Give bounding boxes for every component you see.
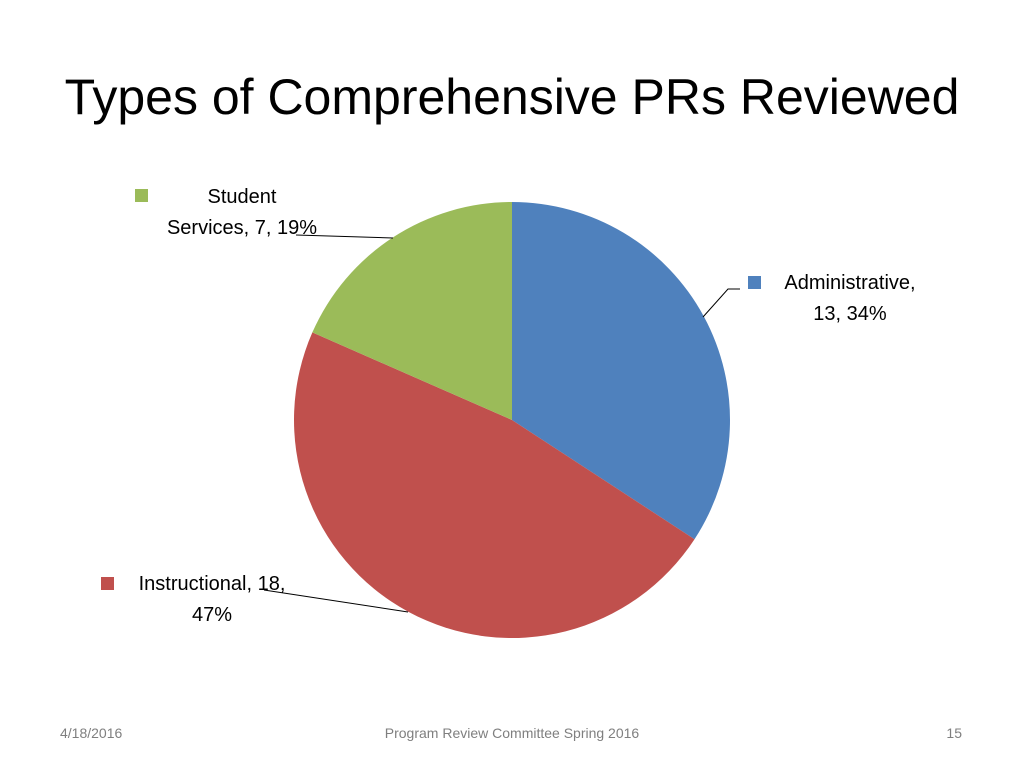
footer-title: Program Review Committee Spring 2016 bbox=[384, 725, 640, 741]
data-label-student-services: Student Services, 7, 19% bbox=[167, 186, 317, 239]
footer-date: 4/18/2016 bbox=[60, 725, 123, 741]
pie-slice-administrative bbox=[512, 202, 730, 540]
leader-line-instructional bbox=[263, 589, 409, 613]
legend-key-student-services bbox=[135, 189, 148, 202]
leader-line-administrative bbox=[702, 288, 740, 318]
page-number: 15 bbox=[946, 725, 962, 741]
leader-line-student-services bbox=[295, 234, 394, 239]
data-label-administrative: Administrative, 13, 34% bbox=[784, 272, 915, 325]
pie-slice-student-services bbox=[312, 201, 512, 420]
pie-slice-instructional bbox=[294, 332, 695, 638]
legend-key-administrative bbox=[748, 276, 761, 289]
data-label-instructional: Instructional, 18, 47% bbox=[139, 573, 286, 626]
legend-key-instructional bbox=[101, 577, 114, 590]
slide-title: Types of Comprehensive PRs Reviewed bbox=[64, 69, 960, 125]
